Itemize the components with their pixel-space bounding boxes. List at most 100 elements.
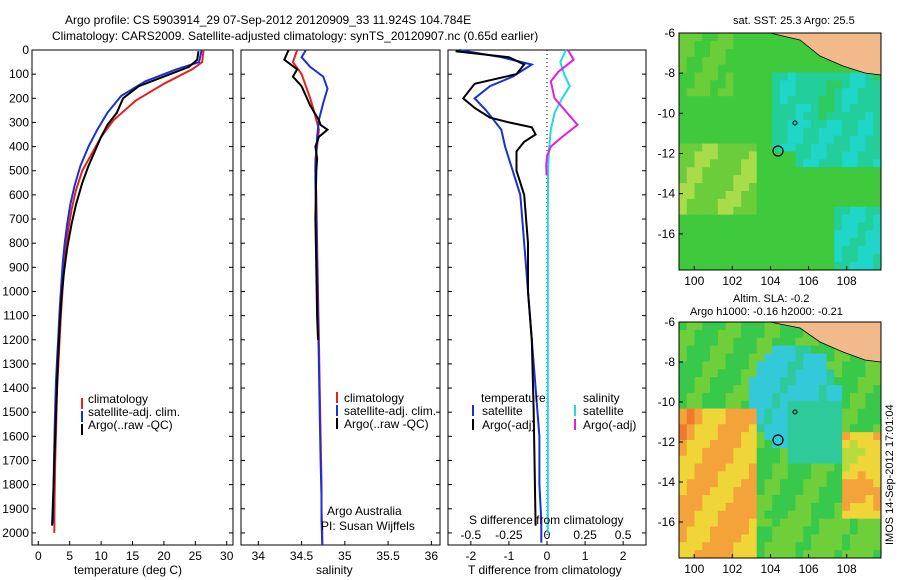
heatmap-cell [679, 222, 688, 231]
heatmap-cell [717, 206, 727, 216]
heatmap-cell [818, 96, 828, 105]
heatmap-cell [787, 104, 796, 113]
y-tick-label: 300 [9, 115, 29, 129]
heatmap-cell [748, 432, 758, 441]
heatmap-cell [733, 246, 742, 255]
heatmap-cell [679, 143, 688, 152]
heatmap-cell [803, 471, 812, 480]
heatmap-cell [811, 151, 820, 160]
heatmap-cell [733, 143, 742, 152]
heatmap-cell [826, 432, 835, 441]
heatmap-cell [818, 254, 828, 263]
heatmap-cell [733, 455, 742, 464]
heatmap-cell [787, 369, 796, 378]
heatmap-cell [772, 447, 781, 457]
y-tick-label: 0 [22, 43, 29, 57]
heatmap-cell [702, 510, 711, 520]
x-tick-label: 0 [35, 549, 42, 563]
heatmap-cell [748, 345, 758, 354]
heatmap-cell [873, 416, 882, 425]
heatmap-cell [826, 167, 835, 176]
heatmap-cell [795, 495, 804, 504]
heatmap-cell [811, 400, 820, 409]
heatmap-cell [764, 151, 773, 160]
heatmap-cell [733, 400, 742, 409]
heatmap-cell [826, 408, 835, 417]
series-line-t-satellite [459, 49, 543, 543]
heatmap-cell [842, 206, 851, 216]
heatmap-cell [873, 206, 882, 216]
heatmap-cell [702, 40, 711, 50]
heatmap-cell [795, 127, 804, 137]
heatmap-cell [741, 353, 750, 362]
heatmap-cell [818, 526, 828, 535]
heatmap-cell [834, 72, 843, 81]
heatmap-cell [679, 33, 688, 42]
heatmap-cell [702, 377, 711, 386]
heatmap-cell [733, 377, 742, 386]
heatmap-cell [842, 88, 851, 97]
heatmap-cell [795, 143, 804, 152]
heatmap-cell [849, 542, 859, 551]
heatmap-cell [702, 337, 711, 346]
heatmap-cell [702, 432, 711, 441]
heatmap-cell [818, 56, 828, 65]
heatmap-cell [873, 424, 882, 433]
heatmap-cell [842, 495, 851, 504]
heatmap-cell [733, 119, 742, 129]
heatmap-cell [780, 151, 789, 160]
heatmap-cell [826, 440, 835, 449]
heatmap-cell [857, 447, 866, 457]
heatmap-cell [857, 191, 866, 200]
heatmap-cell [873, 495, 882, 504]
heatmap-cell [842, 159, 851, 168]
heatmap-cell [795, 254, 804, 263]
heatmap-cell [787, 167, 796, 176]
heatmap-cell [733, 96, 742, 105]
heatmap-cell [679, 337, 688, 346]
heatmap-cell [725, 33, 734, 42]
heatmap-cell [733, 345, 742, 354]
heatmap-cell [834, 392, 843, 402]
heatmap-cell [795, 432, 804, 441]
heatmap-cell [756, 526, 765, 535]
heatmap-cell [748, 534, 758, 543]
heatmap-cell [787, 64, 796, 73]
heatmap-cell [710, 463, 719, 472]
heatmap-cell [741, 471, 750, 480]
heatmap-cell [772, 206, 781, 216]
heatmap-cell [756, 112, 765, 121]
heatmap-cell [679, 206, 688, 216]
heatmap-cell [834, 64, 843, 73]
series-line-t-argo-adj- [455, 50, 537, 526]
heatmap-cell [772, 143, 781, 152]
heatmap-cell [710, 479, 719, 488]
heatmap-cell [764, 329, 773, 339]
heatmap-cell [694, 175, 703, 184]
heatmap-cell [834, 424, 843, 433]
heatmap-cell [780, 440, 789, 449]
heatmap-cell [842, 432, 851, 441]
heatmap-cell [873, 238, 882, 247]
heatmap-cell [725, 455, 734, 464]
heatmap-cell [710, 112, 719, 121]
heatmap-cell [772, 175, 781, 184]
heatmap-cell [764, 183, 773, 192]
heatmap-cell [764, 487, 773, 496]
heatmap-cell [679, 384, 688, 394]
heatmap-cell [795, 353, 804, 362]
heatmap-cell [772, 471, 781, 480]
heatmap-cell [725, 337, 734, 346]
heatmap-cell [834, 127, 843, 137]
map-y-tick-label: -16 [658, 227, 676, 241]
heatmap-cell [857, 96, 866, 105]
heatmap-cell [733, 48, 742, 58]
heatmap-cell [811, 361, 820, 370]
heatmap-cell [748, 392, 758, 402]
heatmap-cell [710, 80, 719, 89]
heatmap-cell [756, 361, 765, 370]
heatmap-cell [748, 400, 758, 409]
heatmap-cell [826, 119, 835, 129]
y-tick-label: 200 [9, 91, 29, 105]
heatmap-cell [811, 518, 820, 527]
